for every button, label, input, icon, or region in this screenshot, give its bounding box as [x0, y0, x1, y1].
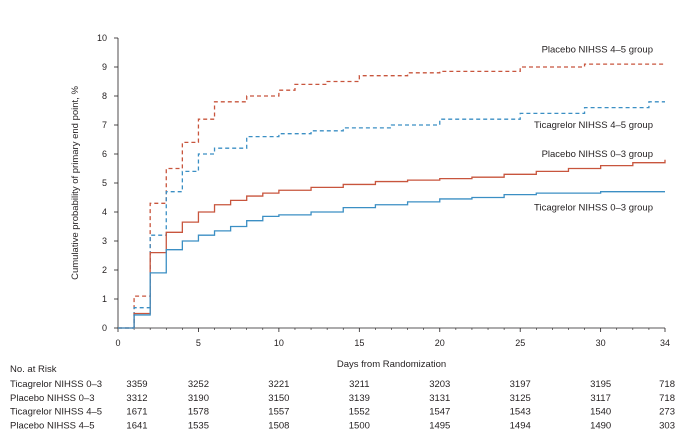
x-axis-title: Days from Randomization	[337, 359, 446, 370]
risk-cell: 3312	[126, 393, 147, 404]
series-line	[118, 159, 666, 329]
curve-labels: Placebo NIHSS 4–5 group Ticagrelor NIHSS …	[534, 45, 653, 214]
risk-table: No. at Risk Ticagrelor NIHSS 0–3 3359 3252 3…	[10, 364, 675, 431]
risk-cell: 3203	[429, 379, 450, 390]
y-tick-label: 8	[102, 91, 107, 101]
risk-cell: 1557	[268, 407, 289, 418]
risk-cell: 3252	[188, 379, 209, 390]
risk-cell: 1540	[590, 407, 611, 418]
risk-cell: 1495	[429, 420, 450, 431]
risk-cell: 1535	[188, 420, 209, 431]
risk-cell: 1494	[510, 420, 531, 431]
risk-cell: 1508	[268, 420, 289, 431]
risk-cell: 3117	[590, 393, 610, 404]
risk-cell: 1543	[510, 407, 531, 418]
curve-label: Placebo NIHSS 0–3 group	[542, 149, 653, 160]
risk-cell: 3139	[349, 393, 370, 404]
risk-cell: 718	[659, 379, 675, 390]
series-lines	[118, 63, 666, 329]
risk-row-label: Ticagrelor NIHSS 0–3	[10, 379, 102, 390]
y-tick-label: 5	[102, 178, 107, 188]
series-line	[118, 101, 665, 329]
y-tick-label: 2	[102, 265, 107, 275]
curve-label: Ticagrelor NIHSS 0–3 group	[534, 203, 653, 214]
risk-cell: 3221	[268, 379, 289, 390]
y-tick-label: 3	[102, 236, 107, 246]
risk-cell: 3211	[349, 379, 369, 390]
risk-cell: 303	[659, 420, 675, 431]
risk-cell: 1547	[429, 407, 450, 418]
risk-cell: 273	[659, 407, 675, 418]
risk-cell: 1500	[349, 420, 370, 431]
y-tick-label: 6	[102, 149, 107, 159]
curve-label: Ticagrelor NIHSS 4–5 group	[534, 120, 653, 131]
x-tick-label: 25	[515, 338, 525, 348]
risk-cell: 1671	[126, 407, 147, 418]
y-tick-label: 7	[102, 120, 107, 130]
risk-table-heading: No. at Risk	[10, 364, 57, 375]
x-tick-label: 5	[196, 338, 201, 348]
x-tick-label: 20	[435, 338, 445, 348]
risk-cell: 3359	[126, 379, 147, 390]
x-tick-label: 15	[354, 338, 364, 348]
curve-label: Placebo NIHSS 4–5 group	[542, 45, 653, 56]
y-tick-label: 9	[102, 62, 107, 72]
risk-cell: 3125	[510, 393, 531, 404]
risk-row-label: Placebo NIHSS 4–5	[10, 420, 95, 431]
risk-cell: 3197	[510, 379, 531, 390]
risk-cell: 1490	[590, 420, 611, 431]
risk-cell: 3131	[429, 393, 450, 404]
y-axis-title: Cumulative probability of primary end po…	[70, 86, 81, 280]
y-tick-label: 10	[97, 33, 107, 43]
series-line	[118, 191, 665, 329]
series-line	[118, 63, 665, 329]
x-tick-label: 30	[596, 338, 606, 348]
x-tick-label: 10	[274, 338, 284, 348]
risk-cell: 3150	[268, 393, 289, 404]
y-tick-label: 0	[102, 323, 107, 333]
risk-row-label: Ticagrelor NIHSS 4–5	[10, 407, 102, 418]
risk-cell: 1578	[188, 407, 209, 418]
risk-cell: 3190	[188, 393, 209, 404]
x-tick-label: 34	[660, 338, 670, 348]
risk-cell: 718	[659, 393, 675, 404]
y-tick-label: 4	[102, 207, 107, 217]
risk-cell: 1641	[126, 420, 147, 431]
risk-cell: 1552	[349, 407, 370, 418]
x-tick-label: 0	[115, 338, 120, 348]
y-tick-label: 1	[102, 294, 107, 304]
risk-row-label: Placebo NIHSS 0–3	[10, 393, 95, 404]
risk-cell: 3195	[590, 379, 611, 390]
